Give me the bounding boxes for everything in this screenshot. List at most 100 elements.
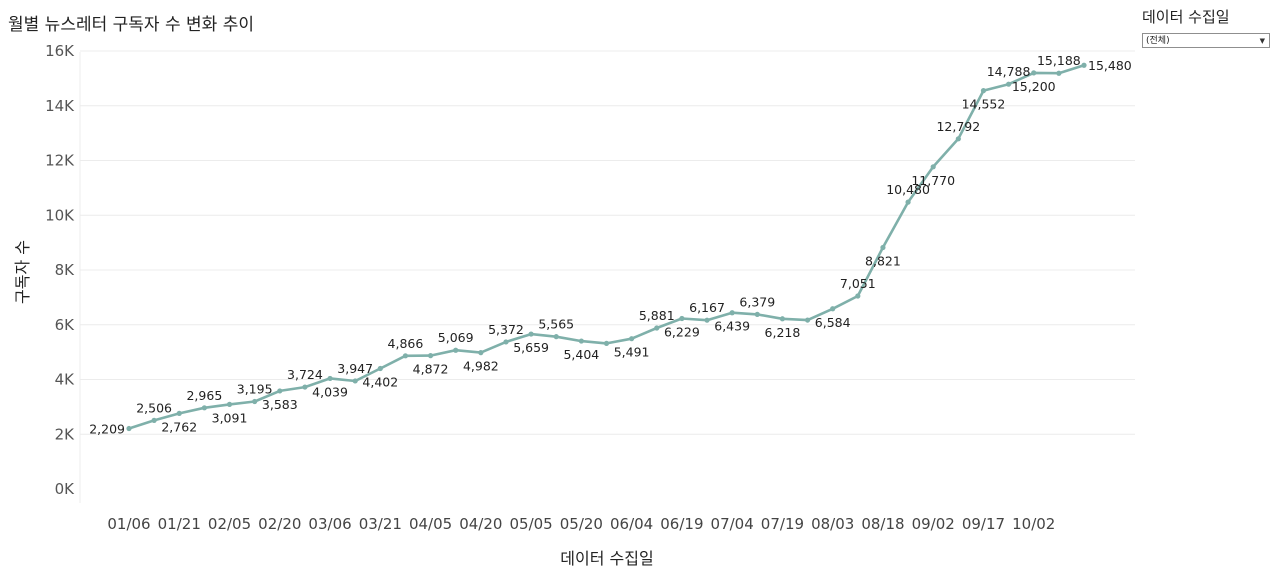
data-label: 4,872	[413, 362, 449, 377]
data-label: 14,788	[987, 64, 1031, 79]
x-axis: 01/06 01/21 02/05 02/20 03/06 03/21 04/05 04/20…	[107, 515, 1055, 533]
x-tick-label: 09/02	[912, 515, 955, 533]
data-point	[880, 244, 886, 251]
data-point	[252, 398, 258, 405]
y-tick-label: 8K	[55, 261, 76, 279]
date-filter: 데이터 수집일 (전체) ▼	[1142, 6, 1280, 48]
data-point	[905, 199, 911, 205]
data-label: 4,982	[463, 359, 499, 374]
data-label: 3,091	[212, 410, 248, 425]
y-tick-label: 4K	[55, 371, 76, 389]
data-label: 5,881	[639, 308, 675, 323]
y-axis: 0K 2K 4K 6K 8K 10K 12K 14K 16K	[45, 42, 75, 498]
data-point	[453, 347, 459, 353]
y-tick-label: 12K	[45, 152, 75, 170]
y-tick-label: 2K	[55, 425, 76, 443]
data-point	[478, 350, 484, 356]
y-tick-label: 16K	[45, 42, 75, 60]
data-point	[1081, 62, 1087, 68]
filter-title: 데이터 수집일	[1142, 8, 1230, 26]
data-point	[855, 293, 861, 299]
data-label: 6,584	[815, 315, 851, 330]
data-point	[629, 336, 635, 342]
data-label: 12,792	[936, 119, 980, 134]
y-tick-label: 6K	[55, 316, 76, 334]
x-tick-label: 10/02	[1012, 515, 1055, 533]
x-tick-label: 08/03	[811, 515, 854, 533]
data-point	[679, 315, 685, 322]
date-filter-dropdown[interactable]: (전체) ▼	[1142, 33, 1270, 48]
data-label: 10,480	[886, 182, 930, 197]
data-label: 7,051	[840, 276, 876, 291]
x-tick-label: 04/20	[459, 515, 502, 533]
data-label: 15,480	[1088, 58, 1132, 73]
data-point	[578, 338, 584, 344]
data-label: 5,404	[563, 347, 599, 362]
data-label: 5,565	[538, 317, 574, 332]
data-point	[126, 425, 132, 432]
data-point	[176, 410, 182, 416]
data-label: 11,770	[911, 173, 955, 188]
data-point	[427, 353, 434, 359]
x-tick-label: 08/18	[861, 515, 904, 533]
data-point	[654, 325, 660, 331]
data-label: 5,491	[614, 345, 650, 360]
data-label: 15,200	[1012, 79, 1056, 94]
data-label: 2,762	[161, 419, 197, 434]
data-point	[1006, 81, 1012, 87]
data-label: 6,167	[689, 300, 725, 315]
x-tick-label: 06/19	[660, 515, 703, 533]
x-tick-label: 07/19	[761, 515, 804, 533]
data-label: 3,583	[262, 397, 298, 412]
x-tick-label: 04/05	[409, 515, 452, 533]
data-label: 2,506	[136, 400, 172, 415]
data-label: 3,195	[237, 382, 273, 397]
data-point	[955, 136, 961, 142]
x-tick-label: 02/05	[208, 515, 251, 533]
data-point	[754, 311, 760, 317]
data-label: 6,439	[714, 319, 750, 334]
data-label: 5,372	[488, 322, 524, 337]
data-label: 15,188	[1037, 53, 1081, 68]
x-tick-label: 06/04	[610, 515, 653, 533]
x-tick-label: 03/06	[308, 515, 351, 533]
data-point	[930, 164, 936, 170]
data-label: 4,866	[388, 336, 424, 351]
data-point	[804, 317, 811, 323]
x-tick-label: 02/20	[258, 515, 301, 533]
data-label: 2,209	[89, 422, 125, 437]
data-point	[779, 316, 786, 322]
data-point	[729, 310, 735, 316]
x-axis-title: 데이터 수집일	[560, 549, 653, 568]
data-label: 5,069	[438, 330, 474, 345]
data-point	[1031, 70, 1037, 76]
data-label: 6,229	[664, 324, 700, 339]
x-tick-label: 01/21	[158, 515, 201, 533]
data-point	[352, 378, 358, 384]
data-point	[1056, 70, 1062, 76]
data-label: 6,218	[765, 325, 801, 340]
data-point	[327, 375, 333, 382]
data-point	[503, 339, 509, 345]
filter-selected-value: (전체)	[1146, 36, 1170, 46]
gridlines	[79, 50, 1135, 503]
data-point	[704, 317, 710, 323]
data-label: 5,659	[513, 340, 549, 355]
data-label: 8,821	[865, 254, 901, 269]
data-point	[377, 365, 383, 372]
series-line	[126, 62, 1087, 432]
x-tick-label: 03/21	[359, 515, 402, 533]
y-axis-title: 구독자 수	[13, 240, 32, 304]
data-point	[980, 88, 987, 94]
x-tick-label: 07/04	[711, 515, 754, 533]
x-tick-label: 01/06	[107, 515, 150, 533]
data-label: 14,552	[962, 97, 1006, 112]
y-tick-label: 14K	[45, 97, 75, 115]
data-point	[603, 340, 610, 346]
data-label: 2,965	[186, 388, 222, 403]
x-tick-label: 05/05	[509, 515, 552, 533]
data-point	[402, 353, 409, 359]
data-point	[277, 388, 283, 394]
data-label: 3,947	[337, 361, 373, 376]
data-label: 4,402	[362, 374, 398, 389]
